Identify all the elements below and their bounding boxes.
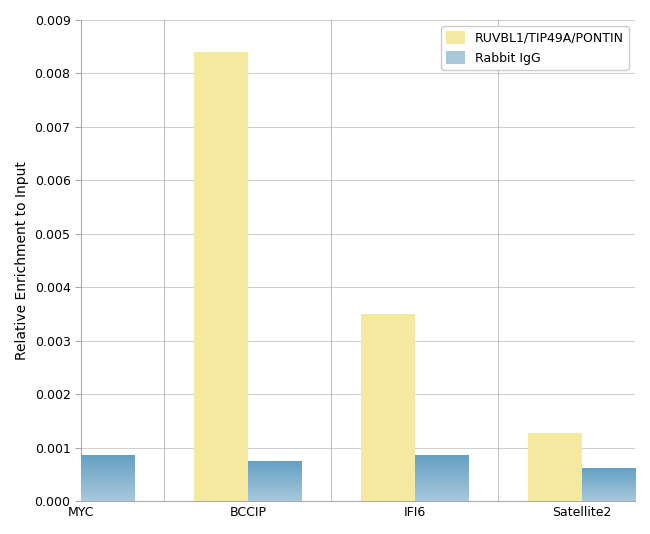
Legend: RUVBL1/TIP49A/PONTIN, Rabbit IgG: RUVBL1/TIP49A/PONTIN, Rabbit IgG (441, 26, 629, 70)
Bar (361, 314, 415, 501)
Bar (528, 433, 582, 501)
Bar (194, 52, 248, 501)
Y-axis label: Relative Enrichment to Input: Relative Enrichment to Input (15, 161, 29, 360)
Bar (27, 335, 81, 501)
